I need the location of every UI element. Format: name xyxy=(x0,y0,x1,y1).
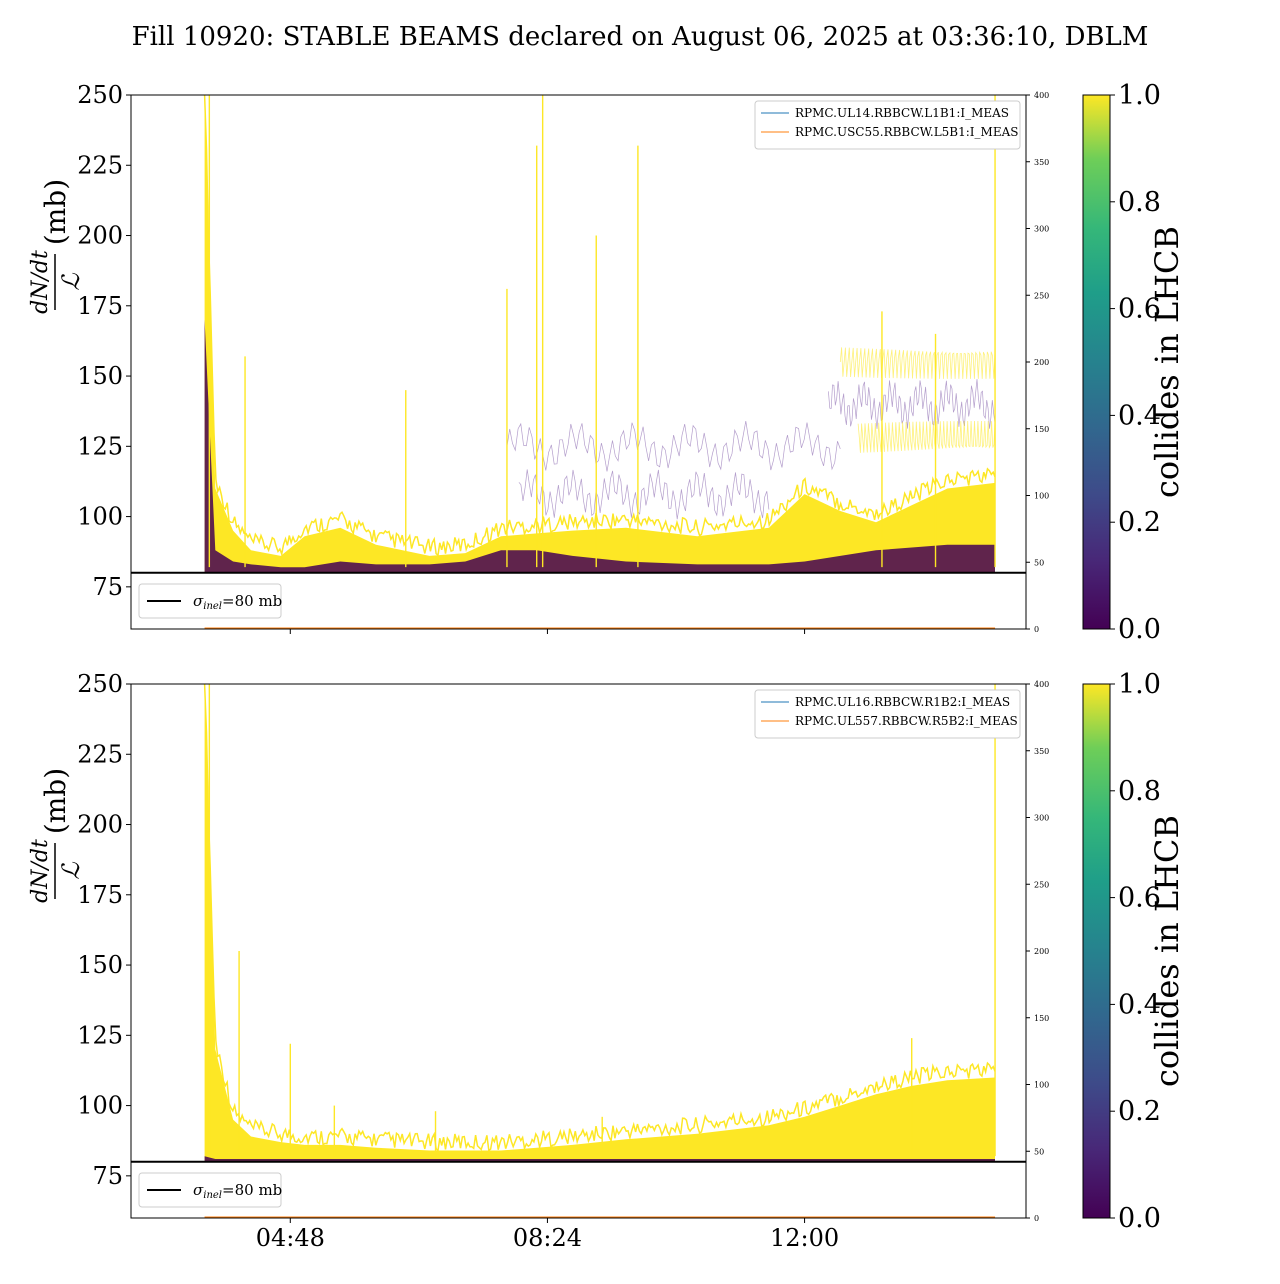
right-ytick-label: 100 xyxy=(1034,1081,1049,1090)
ytick-label: 125 xyxy=(77,432,123,460)
ytick-label: 250 xyxy=(77,81,123,109)
plot-area xyxy=(203,684,996,1162)
colorbar: 0.0 0.2 0.4 0.6 0.8 1.0 collides in LHCB xyxy=(1082,80,1186,645)
purple-trace xyxy=(518,469,770,520)
colorbar-gradient xyxy=(1082,94,1111,630)
right-ytick-label: 200 xyxy=(1034,947,1049,956)
legend-box xyxy=(754,689,1021,739)
threshold-legend-label: σinel=80 mb xyxy=(193,1181,282,1201)
legend-label: RPMC.USC55.RBBCW.L5B1:I_MEAS xyxy=(795,125,1018,139)
yellow-envelope xyxy=(204,684,996,1162)
colorbar-tick-label: 0.4 xyxy=(1118,400,1161,431)
colorbar-tick-label: 0.2 xyxy=(1118,1096,1161,1127)
right-ytick-label: 400 xyxy=(1034,680,1049,689)
ytick-label: 150 xyxy=(77,362,123,390)
figure-title: Fill 10920: STABLE BEAMS declared on Aug… xyxy=(132,22,1149,52)
ytick-label: 200 xyxy=(77,222,123,250)
colorbar-tick-label: 0.6 xyxy=(1118,294,1161,325)
colorbar-tick-label: 0.8 xyxy=(1118,187,1161,218)
ytick-label: 75 xyxy=(92,573,123,601)
yellow-envelope xyxy=(204,95,996,573)
xtick-label: 04:48 xyxy=(256,1224,325,1252)
threshold-legend-box xyxy=(138,1172,282,1208)
legend-label: RPMC.UL557.RBBCW.R5B2:I_MEAS xyxy=(795,714,1018,728)
yellow-fringe xyxy=(203,684,996,1153)
ytick-label: 150 xyxy=(77,951,123,979)
colorbar-tick-label: 0.2 xyxy=(1118,507,1161,538)
colorbar-tick-label: 1.0 xyxy=(1118,80,1161,111)
ylabel: dN/dt ℒ (mb) xyxy=(28,768,85,903)
right-ytick-label: 200 xyxy=(1034,358,1049,367)
ytick-label: 100 xyxy=(77,1092,123,1120)
threshold-legend: σinel=80 mb xyxy=(138,583,282,619)
right-ytick-label: 100 xyxy=(1034,492,1049,501)
yellow-trace xyxy=(857,420,996,453)
right-ytick-label: 350 xyxy=(1034,158,1049,167)
ytick-label: 100 xyxy=(77,503,123,531)
dark-band xyxy=(204,319,996,573)
yellow-trace xyxy=(839,347,996,379)
right-ytick-label: 0 xyxy=(1034,625,1039,634)
legend-box xyxy=(754,100,1021,150)
ylabel: dN/dt ℒ (mb) xyxy=(28,179,85,314)
xtick-label: 08:24 xyxy=(513,1224,582,1252)
colorbar-tick-label: 0.0 xyxy=(1118,1203,1161,1234)
threshold-legend: σinel=80 mb xyxy=(138,1172,282,1208)
colorbar-gradient xyxy=(1082,683,1111,1219)
ytick-label: 175 xyxy=(77,292,123,320)
ytick-label: 125 xyxy=(77,1021,123,1049)
legend-label: RPMC.UL16.RBBCW.R1B2:I_MEAS xyxy=(795,695,1010,709)
legend-label: RPMC.UL14.RBBCW.L1B1:I_MEAS xyxy=(795,106,1009,120)
right-ytick-label: 150 xyxy=(1034,1014,1049,1023)
colorbar-tick-label: 0.0 xyxy=(1118,614,1161,645)
ylabel-denominator: ℒ xyxy=(57,273,85,291)
right-ytick-label: 250 xyxy=(1034,291,1049,300)
colorbar: 0.0 0.2 0.4 0.6 0.8 1.0 collides in LHCB xyxy=(1082,669,1186,1234)
panel-top: 75 100 125 150 175 200 225 250 0 50 100 150 200 250 30… xyxy=(28,80,1186,645)
colorbar-tick-label: 1.0 xyxy=(1118,669,1161,700)
colorbar-tick-label: 0.6 xyxy=(1118,883,1161,914)
right-ytick-label: 250 xyxy=(1034,880,1049,889)
dark-band xyxy=(204,1156,996,1162)
xtick-label: 12:00 xyxy=(770,1224,839,1252)
ylabel-numerator: dN/dt xyxy=(28,250,53,314)
yellow-fringe xyxy=(203,95,996,557)
panel-bottom: 75 100 125 150 175 200 225 250 0 50 100 150 200 250 30… xyxy=(28,669,1186,1252)
ylabel-unit: (mb) xyxy=(39,768,72,834)
ylabel-unit: (mb) xyxy=(39,179,72,245)
ytick-label: 225 xyxy=(77,740,123,768)
purple-trace xyxy=(506,421,841,472)
right-ytick-label: 350 xyxy=(1034,747,1049,756)
colorbar-label: collides in LHCB xyxy=(1148,815,1186,1087)
series-legend: RPMC.UL16.RBBCW.R1B2:I_MEAS RPMC.UL557.RB… xyxy=(754,689,1021,739)
right-ytick-label: 300 xyxy=(1034,814,1049,823)
right-ytick-label: 0 xyxy=(1034,1214,1039,1223)
ytick-label: 250 xyxy=(77,670,123,698)
colorbar-tick-label: 0.4 xyxy=(1118,989,1161,1020)
right-ytick-label: 50 xyxy=(1034,1147,1044,1156)
colorbar-label: collides in LHCB xyxy=(1148,226,1186,498)
colorbar-tick-label: 0.8 xyxy=(1118,776,1161,807)
right-ytick-label: 400 xyxy=(1034,91,1049,100)
right-ytick-label: 300 xyxy=(1034,225,1049,234)
plot-area xyxy=(203,95,996,573)
ytick-label: 175 xyxy=(77,881,123,909)
ytick-label: 75 xyxy=(92,1162,123,1190)
series-legend: RPMC.UL14.RBBCW.L1B1:I_MEAS RPMC.USC55.RB… xyxy=(754,100,1021,150)
threshold-legend-box xyxy=(138,583,282,619)
ytick-label: 225 xyxy=(77,151,123,179)
right-ytick-label: 50 xyxy=(1034,558,1044,567)
ylabel-numerator: dN/dt xyxy=(28,839,53,903)
purple-trace xyxy=(828,379,996,429)
ytick-label: 200 xyxy=(77,811,123,839)
ylabel-denominator: ℒ xyxy=(57,862,85,880)
threshold-legend-label: σinel=80 mb xyxy=(193,592,282,612)
right-ytick-label: 150 xyxy=(1034,425,1049,434)
